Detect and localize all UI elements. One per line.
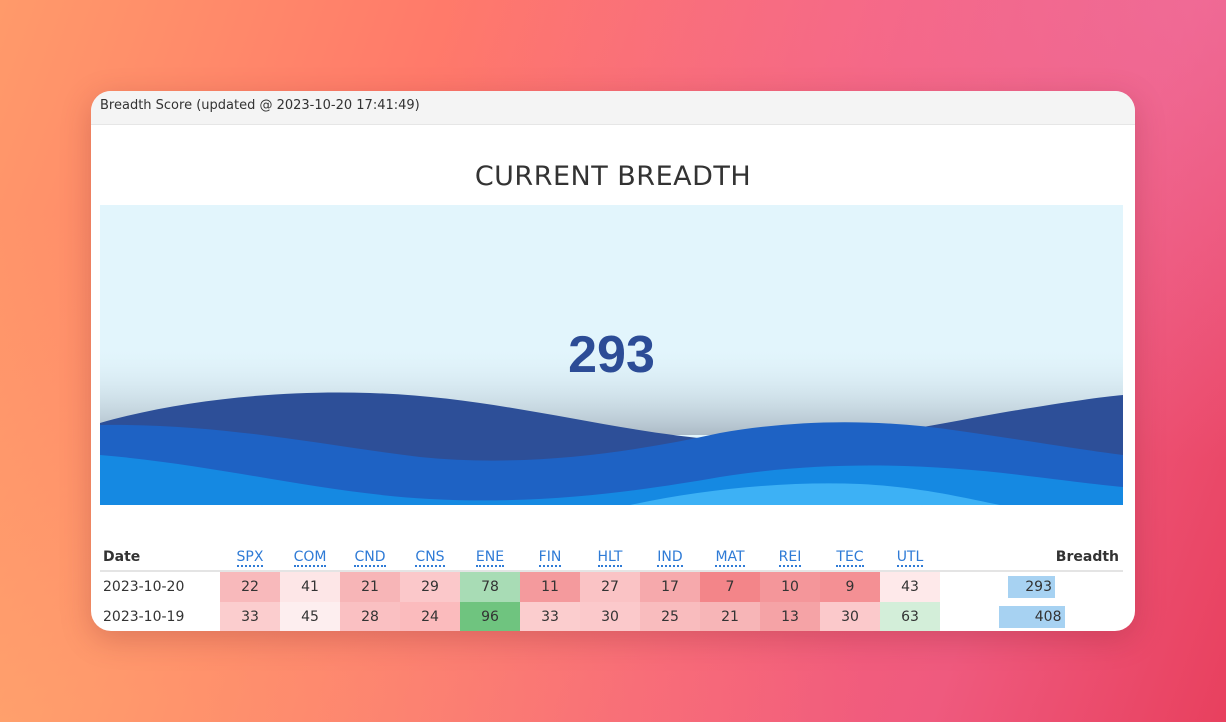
sector-link-utl[interactable]: UTL bbox=[896, 549, 924, 567]
sector-cell-spx: 33 bbox=[220, 602, 280, 631]
sector-cell-ind: 17 bbox=[640, 571, 700, 602]
table-header-row: Date SPX COM CND CNS ENE FIN HLT IND MAT… bbox=[100, 539, 1123, 572]
page-title: CURRENT BREADTH bbox=[474, 161, 752, 192]
sector-link-spx[interactable]: SPX bbox=[236, 549, 264, 567]
sector-cell-ind: 25 bbox=[640, 602, 700, 631]
sector-header: HLT bbox=[580, 539, 640, 572]
sector-link-cns[interactable]: CNS bbox=[415, 549, 445, 567]
breadth-panel: Breadth Score (updated @ 2023-10-20 17:4… bbox=[91, 91, 1135, 631]
sector-link-hlt[interactable]: HLT bbox=[597, 549, 623, 567]
sector-cell-rei: 13 bbox=[760, 602, 820, 631]
date-cell: 2023-10-19 bbox=[103, 609, 185, 625]
sector-cell-tec: 30 bbox=[820, 602, 880, 631]
sector-header: COM bbox=[280, 539, 340, 572]
sector-cell-rei: 10 bbox=[760, 571, 820, 602]
sector-header: REI bbox=[760, 539, 820, 572]
waves-graphic bbox=[100, 345, 1123, 505]
sector-header: IND bbox=[640, 539, 700, 572]
sector-cell-com: 41 bbox=[280, 571, 340, 602]
sector-cell-mat: 21 bbox=[700, 602, 760, 631]
sector-header: CND bbox=[340, 539, 400, 572]
sector-header: MAT bbox=[700, 539, 760, 572]
sector-link-ind[interactable]: IND bbox=[657, 549, 683, 567]
sector-cell-utl: 63 bbox=[880, 602, 940, 631]
breadth-score: 293 bbox=[568, 326, 655, 384]
sector-cell-ene: 96 bbox=[460, 602, 520, 631]
sector-cell-cns: 29 bbox=[400, 571, 460, 602]
sector-cell-fin: 33 bbox=[520, 602, 580, 631]
sector-cell-ene: 78 bbox=[460, 571, 520, 602]
table-row: 2023-10-20 22 41 21 29 78 11 27 17 7 10 9 43 293 bbox=[100, 571, 1123, 602]
breadth-bar: 293 bbox=[1008, 576, 1055, 598]
breadth-cell: 408 bbox=[940, 602, 1123, 631]
sector-link-mat[interactable]: MAT bbox=[715, 549, 745, 567]
sector-cell-com: 45 bbox=[280, 602, 340, 631]
sector-header: TEC bbox=[820, 539, 880, 572]
sector-link-ene[interactable]: ENE bbox=[475, 549, 505, 567]
breadth-hero: 293 bbox=[100, 205, 1123, 505]
sector-cell-tec: 9 bbox=[820, 571, 880, 602]
breadth-bar: 408 bbox=[998, 606, 1065, 628]
sector-cell-hlt: 30 bbox=[580, 602, 640, 631]
sector-link-rei[interactable]: REI bbox=[778, 549, 802, 567]
sector-header: UTL bbox=[880, 539, 940, 572]
sector-link-cnd[interactable]: CND bbox=[354, 549, 386, 567]
sector-header: ENE bbox=[460, 539, 520, 572]
breadth-table: Date SPX COM CND CNS ENE FIN HLT IND MAT… bbox=[100, 539, 1123, 631]
sector-cell-utl: 43 bbox=[880, 571, 940, 602]
table-row: 2023-10-19 33 45 28 24 96 33 30 25 21 13 30 63 408 bbox=[100, 602, 1123, 631]
sector-cell-hlt: 27 bbox=[580, 571, 640, 602]
sector-cell-spx: 22 bbox=[220, 571, 280, 602]
sector-link-fin[interactable]: FIN bbox=[538, 549, 562, 567]
breadth-cell: 293 bbox=[940, 571, 1123, 602]
date-column-header: Date bbox=[100, 539, 220, 572]
breadth-column-header: Breadth bbox=[940, 539, 1123, 572]
sector-link-com[interactable]: COM bbox=[293, 549, 327, 567]
sector-header: CNS bbox=[400, 539, 460, 572]
sector-cell-cnd: 21 bbox=[340, 571, 400, 602]
sector-link-tec[interactable]: TEC bbox=[836, 549, 864, 567]
sector-cell-mat: 7 bbox=[700, 571, 760, 602]
sector-header: SPX bbox=[220, 539, 280, 572]
sector-cell-cns: 24 bbox=[400, 602, 460, 631]
sector-cell-fin: 11 bbox=[520, 571, 580, 602]
date-cell: 2023-10-20 bbox=[103, 579, 185, 595]
sector-cell-cnd: 28 bbox=[340, 602, 400, 631]
sector-header: FIN bbox=[520, 539, 580, 572]
panel-header: Breadth Score (updated @ 2023-10-20 17:4… bbox=[91, 91, 1135, 125]
